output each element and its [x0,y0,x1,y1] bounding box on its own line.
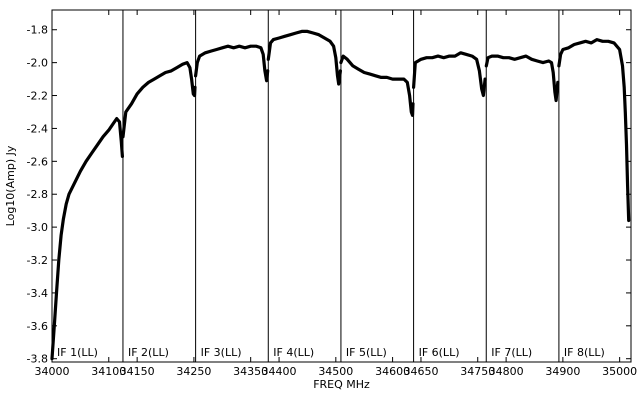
if-label-1: IF 1(LL) [57,346,98,359]
y-tick-label-6: -3.0 [27,221,48,234]
series-line-if-1 [50,117,124,361]
x-tick-label-8: 34650 [403,365,438,378]
x-tick-label-11: 34900 [545,365,580,378]
y-tick-label-4: -2.6 [27,155,48,168]
x-tick-label-7: 34600 [375,365,410,378]
y-tick-label-2: -2.2 [27,90,48,103]
series-line-if-2 [121,61,197,139]
x-axis-label: FREQ MHz [313,378,370,391]
if-label-7: IF 7(LL) [491,346,532,359]
x-tick-label-2: 34150 [120,365,155,378]
x-tick-label-12: 35000 [602,365,637,378]
x-tick-label-9: 34750 [460,365,495,378]
if-label-2: IF 2(LL) [128,346,169,359]
plot-frame [51,9,632,363]
series-line-if-3 [194,44,270,83]
x-tick-label-1: 34100 [91,365,126,378]
y-tick-label-7: -3.2 [27,254,48,267]
if-label-3: IF 3(LL) [201,346,242,359]
series-line-if-4 [266,29,342,86]
y-tick-label-1: -2.0 [27,57,48,70]
y-tick-label-3: -2.4 [27,122,48,135]
y-axis-label: Log10(Amp) Jy [4,145,17,226]
x-tick-label-5: 34400 [262,365,297,378]
y-tick-label-0: -1.8 [27,24,48,37]
if-labels: IF 1(LL) IF 2(LL) IF 3(LL) IF 4(LL) IF 5(LL)… [57,346,605,359]
axis-ticks [51,10,631,362]
series-line-if-6 [412,51,487,98]
x-tick-label-6: 34500 [318,365,353,378]
series-line-if-5 [339,54,415,117]
x-tick-label-4: 34350 [233,365,268,378]
if-label-4: IF 4(LL) [273,346,314,359]
series-line-if-8 [557,38,631,223]
x-tick-label-3: 34250 [176,365,211,378]
if-label-8: IF 8(LL) [564,346,605,359]
x-tick-label-10: 34800 [489,365,524,378]
y-tick-label-9: -3.6 [27,320,48,333]
y-tick-label-8: -3.4 [27,287,48,300]
if-label-5: IF 5(LL) [346,346,387,359]
y-tick-label-10: -3.8 [27,353,48,366]
series-line-if-7 [484,54,560,103]
if-label-6: IF 6(LL) [419,346,460,359]
x-tick-label-0: 34000 [35,365,70,378]
y-tick-label-5: -2.8 [27,188,48,201]
series-layer [50,29,631,361]
